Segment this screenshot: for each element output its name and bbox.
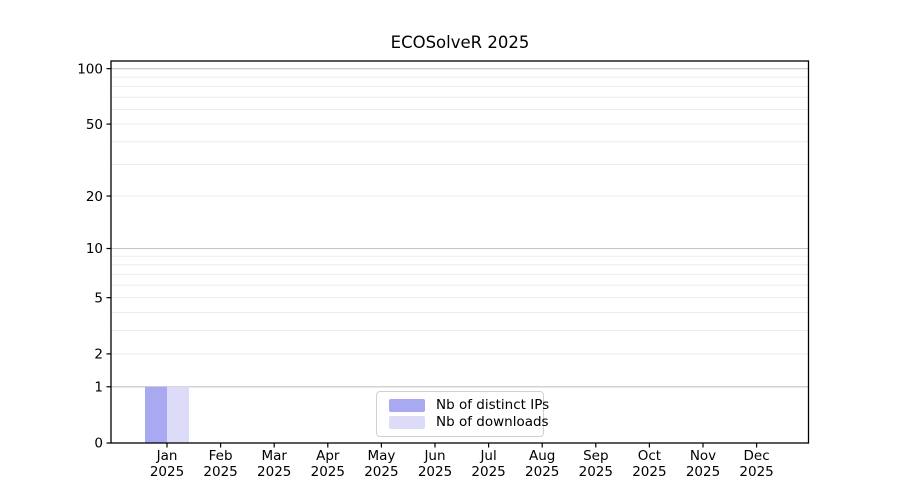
x-tick-label-month: Nov xyxy=(690,448,716,464)
plot-frame xyxy=(110,60,810,444)
legend-label-downloads: Nb of downloads xyxy=(436,414,549,430)
x-tick-label-month: Oct xyxy=(638,448,661,464)
x-tick-label-month: Sep xyxy=(583,448,608,464)
legend-swatch-distinct-ips xyxy=(389,398,425,412)
x-tick-label-month: Apr xyxy=(316,448,340,464)
x-tick-label-month: Feb xyxy=(209,448,233,464)
legend-swatch-downloads xyxy=(389,416,425,430)
y-tick-label: 1 xyxy=(94,380,103,396)
x-tick-label-month: Dec xyxy=(744,448,770,464)
y-tick-label: 0 xyxy=(94,436,103,452)
x-tick-label-year: 2025 xyxy=(418,464,452,480)
x-tick-label-month: Jul xyxy=(479,448,496,464)
x-tick-label-year: 2025 xyxy=(203,464,237,480)
y-tick-label: 2 xyxy=(94,347,103,363)
x-tick-label-year: 2025 xyxy=(579,464,613,480)
x-tick-label-year: 2025 xyxy=(632,464,666,480)
x-tick-label-year: 2025 xyxy=(739,464,773,480)
y-tick-label: 50 xyxy=(86,117,103,133)
x-tick-label-year: 2025 xyxy=(364,464,398,480)
x-tick-label-month: Aug xyxy=(529,448,555,464)
x-tick-label-year: 2025 xyxy=(686,464,720,480)
x-tick-label-month: Jun xyxy=(423,448,445,464)
x-tick-label-year: 2025 xyxy=(150,464,184,480)
x-tick-label-month: Jan xyxy=(156,448,178,464)
legend-item-downloads: Nb of downloads xyxy=(389,415,549,430)
x-tick-label-month: May xyxy=(367,448,395,464)
legend-item-distinct-ips: Nb of distinct IPs xyxy=(389,398,549,413)
legend: Nb of distinct IPs Nb of downloads xyxy=(376,391,549,437)
x-tick-label-year: 2025 xyxy=(471,464,505,480)
y-tick-label: 5 xyxy=(94,290,103,306)
legend-label-distinct-ips: Nb of distinct IPs xyxy=(436,396,550,413)
bar-distinct-ips xyxy=(145,386,167,443)
y-tick-label: 100 xyxy=(77,61,103,77)
chart-title: ECOSolveR 2025 xyxy=(390,33,530,52)
y-tick-label: 20 xyxy=(86,189,103,205)
bar-downloads xyxy=(167,386,189,443)
x-tick-label-month: Mar xyxy=(261,448,287,464)
y-tick-label: 10 xyxy=(86,241,103,257)
x-tick-label-year: 2025 xyxy=(257,464,291,480)
x-tick-label-year: 2025 xyxy=(311,464,345,480)
x-tick-label-year: 2025 xyxy=(525,464,559,480)
